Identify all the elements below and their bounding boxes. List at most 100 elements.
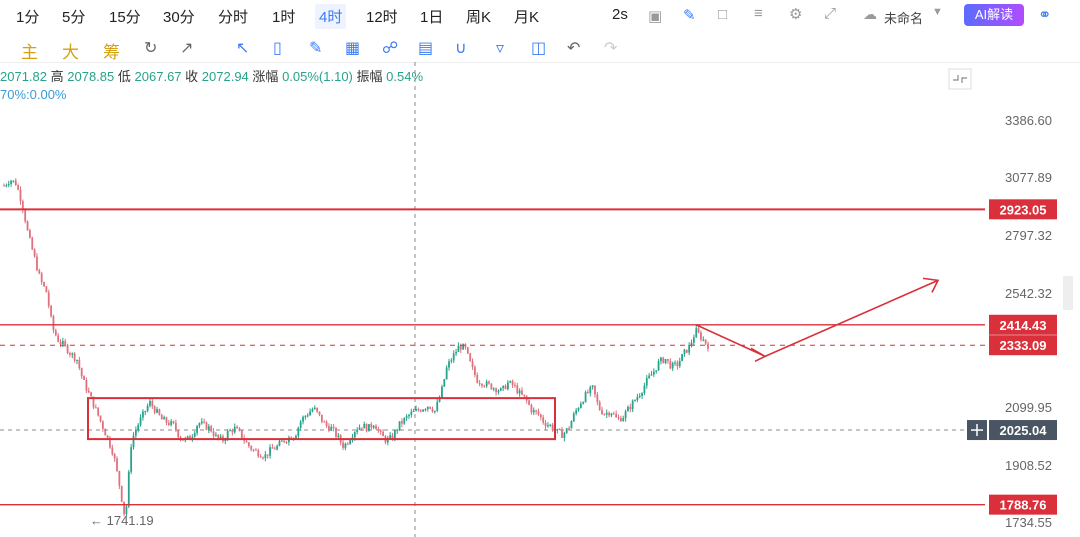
indicator-chips[interactable]: 筹: [103, 43, 120, 62]
ruler-icon[interactable]: ▯: [273, 40, 282, 57]
indicator-main[interactable]: 主: [21, 43, 38, 62]
tf-1m[interactable]: 1分: [16, 9, 40, 26]
candle-body: [219, 436, 222, 438]
tf-30m[interactable]: 30分: [163, 9, 195, 26]
candle-body: [123, 501, 125, 515]
ai-interpret-button[interactable]: AI解读: [964, 4, 1024, 26]
candle-body: [193, 432, 196, 437]
note-icon[interactable]: ▤: [418, 40, 434, 57]
candle-body: [662, 357, 665, 363]
candle-body: [577, 408, 580, 411]
redo-icon[interactable]: ↷: [604, 40, 618, 57]
share-icon[interactable]: ⚭: [1038, 7, 1052, 24]
refresh-interval[interactable]: 2s: [612, 6, 628, 23]
candle-body: [5, 185, 8, 187]
camera-icon[interactable]: ▣: [648, 8, 663, 25]
scale-icon[interactable]: ↗: [180, 40, 194, 57]
candle-body: [702, 339, 705, 341]
y-tick-label: 2542.32: [1005, 286, 1052, 301]
candle-body: [142, 411, 144, 418]
candle-body: [165, 417, 168, 423]
candle-body: [342, 442, 344, 448]
tf-12h[interactable]: 12时: [366, 9, 398, 26]
tf-intraday[interactable]: 分时: [218, 9, 249, 26]
candle-body: [568, 428, 570, 430]
candle-body: [217, 434, 220, 438]
candle-body: [109, 437, 111, 448]
low-annotation: ← 1741.19: [90, 513, 154, 528]
candle-body: [466, 347, 469, 354]
tf-1d[interactable]: 1日: [420, 9, 444, 26]
undo-icon[interactable]: ↶: [567, 40, 581, 57]
candle-body: [488, 381, 490, 384]
indicator-big[interactable]: 大: [62, 43, 79, 62]
magnet-icon[interactable]: ∪: [455, 40, 467, 57]
trash-icon[interactable]: ◫: [531, 40, 547, 57]
candle-icon[interactable]: ▦: [345, 40, 361, 57]
candle-body: [410, 411, 413, 415]
candle-body: [417, 409, 420, 411]
candle-body: [516, 385, 519, 394]
candle-body: [273, 448, 276, 450]
candle-body: [551, 424, 554, 431]
tf-15m[interactable]: 15分: [109, 9, 141, 26]
pencil-icon[interactable]: ✎: [683, 7, 696, 24]
tf-month[interactable]: 月K: [514, 9, 540, 26]
candle-body: [297, 427, 300, 436]
lock-icon[interactable]: ☍: [382, 40, 399, 57]
candle-body: [389, 435, 392, 439]
comment-icon[interactable]: □: [718, 6, 728, 23]
candle-body: [514, 385, 516, 387]
tf-1h[interactable]: 1时: [272, 9, 296, 26]
candle-body: [85, 380, 88, 391]
candle-body: [506, 382, 509, 390]
candle-body: [280, 440, 283, 442]
candle-body: [704, 339, 707, 344]
candle-body: [167, 422, 170, 426]
candle-body: [233, 426, 236, 433]
candle-body: [36, 256, 38, 271]
candle-body: [558, 428, 561, 430]
candle-body: [391, 435, 394, 440]
candle-body: [356, 429, 359, 433]
candle-body: [669, 360, 672, 369]
list-icon[interactable]: ≡: [754, 5, 763, 22]
candle-body: [664, 359, 667, 363]
candle-body: [372, 425, 375, 428]
fullscreen-icon[interactable]: ⤢: [824, 5, 837, 22]
chevron-down-icon[interactable]: ▼: [932, 6, 943, 18]
candle-body: [207, 426, 210, 430]
tf-4h[interactable]: 4时: [315, 4, 347, 29]
sync-icon[interactable]: ↻: [144, 40, 158, 57]
cursor-icon[interactable]: ↖: [236, 40, 250, 57]
candle-body: [370, 424, 373, 428]
y-tick-label: 2797.32: [1005, 228, 1052, 243]
candle-body: [130, 447, 133, 472]
candle-body: [47, 292, 50, 306]
amplitude-value: 0.54%: [386, 69, 424, 84]
cloud-icon[interactable]: ☁: [863, 6, 877, 22]
candle-body: [667, 359, 669, 361]
candle-body: [422, 409, 425, 412]
candle-body: [132, 435, 135, 448]
candle-body: [33, 249, 36, 257]
layout-name[interactable]: 未命名: [884, 11, 924, 26]
candle-body: [655, 370, 658, 372]
filter-icon[interactable]: ▿: [496, 40, 505, 57]
candle-body: [360, 427, 363, 429]
candle-body: [624, 411, 627, 419]
dashed-level-badge-bg: [989, 335, 1057, 356]
candle-body: [579, 403, 582, 409]
tf-week[interactable]: 周K: [466, 9, 492, 26]
tf-5m[interactable]: 5分: [62, 9, 86, 26]
candle-body: [570, 421, 573, 429]
gear-icon[interactable]: ⚙: [789, 6, 803, 23]
candle-body: [382, 431, 384, 437]
candle-body: [521, 390, 523, 395]
candle-body: [99, 415, 102, 422]
brush-icon[interactable]: ✎: [309, 40, 323, 57]
candle-body: [436, 401, 439, 411]
candle-body: [139, 417, 142, 425]
candle-body: [459, 345, 462, 350]
